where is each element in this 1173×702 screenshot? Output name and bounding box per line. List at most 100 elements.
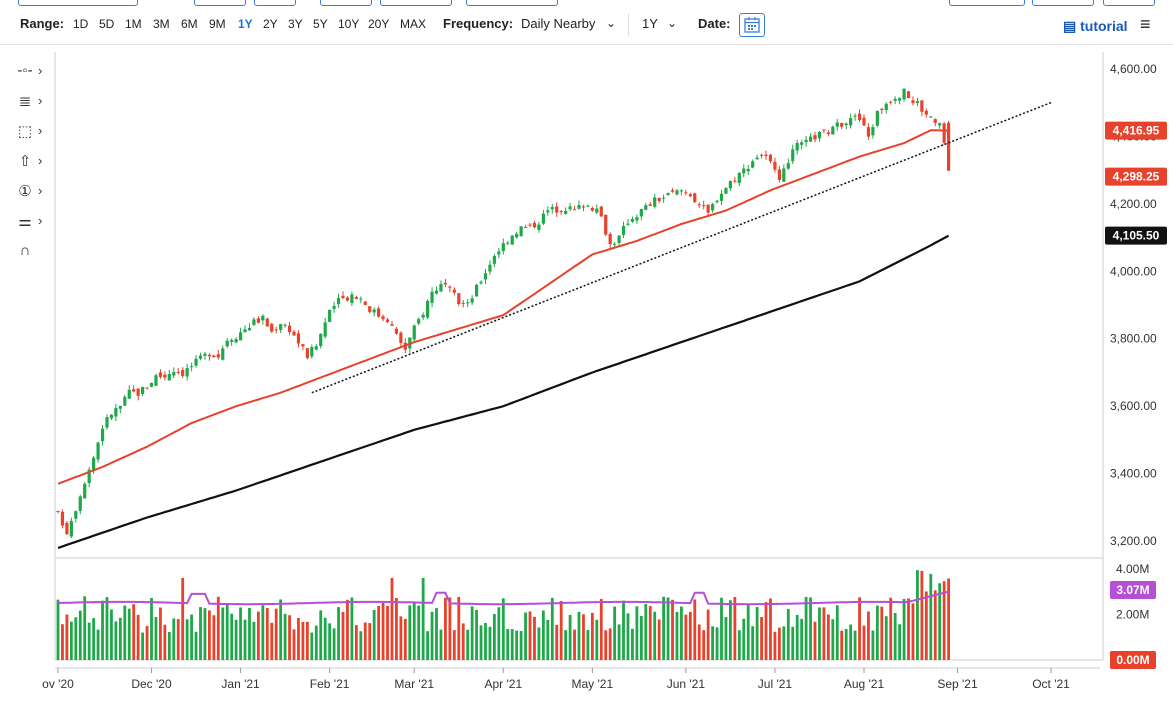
range-label: Range: <box>20 16 65 31</box>
top-button[interactable] <box>194 0 246 6</box>
candle-body <box>568 206 572 210</box>
top-button[interactable] <box>466 0 558 6</box>
candle-body <box>261 315 265 321</box>
tool-arrow[interactable]: ⇧ › <box>12 152 52 176</box>
tool-number[interactable]: ① › <box>12 182 52 206</box>
volume-bar <box>390 577 394 660</box>
chevron-down-icon[interactable]: ⌄ <box>606 16 617 30</box>
sma50-price-tag-bg <box>1105 121 1167 140</box>
volume-bar <box>430 611 434 660</box>
top-button[interactable] <box>1032 0 1094 6</box>
range-3m[interactable]: 3M <box>153 17 170 31</box>
x-tick-label: ov '20 <box>42 677 74 691</box>
volume-bar <box>555 624 559 660</box>
volume-bar <box>163 624 167 660</box>
candle-body <box>559 211 563 213</box>
range-5y[interactable]: 5Y <box>313 17 328 31</box>
candle-body <box>136 388 140 396</box>
range-1d[interactable]: 1D <box>73 17 89 31</box>
range-1y[interactable]: 1Y <box>238 17 253 31</box>
volume-bar <box>61 624 64 660</box>
volume-bar <box>898 624 902 660</box>
range-1m[interactable]: 1M <box>125 17 142 31</box>
magnet-icon: ∩ <box>19 242 31 259</box>
top-button[interactable] <box>949 0 1025 6</box>
range-10y[interactable]: 10Y <box>338 17 360 31</box>
frequency-label: Frequency: <box>443 16 514 31</box>
candle-body <box>452 289 456 293</box>
volume-bar <box>760 617 763 660</box>
volume-bar <box>875 605 879 660</box>
chevron-down-icon[interactable]: ⌄ <box>667 16 678 30</box>
range-20y[interactable]: 20Y <box>368 17 390 31</box>
candle-body <box>786 163 790 169</box>
volume-bar <box>136 614 140 660</box>
volume-bar <box>488 626 492 660</box>
candle-body <box>443 282 448 285</box>
volume-bar <box>907 598 910 660</box>
period-select[interactable]: 1Y <box>642 16 658 31</box>
frequency-select[interactable]: Daily Nearby <box>521 16 596 31</box>
range-2y[interactable]: 2Y <box>263 17 278 31</box>
volume-bar <box>145 626 149 660</box>
range-3y[interactable]: 3Y <box>288 17 303 31</box>
range-max[interactable]: MAX <box>400 17 427 31</box>
volume-tick-label: 2.00M <box>1116 607 1149 621</box>
range-5d[interactable]: 5D <box>99 17 115 31</box>
tool-rectangle[interactable]: ⬚ › <box>12 122 52 146</box>
volume-bar <box>132 604 136 660</box>
tool-text[interactable]: ≣ › <box>12 92 52 116</box>
top-button[interactable] <box>320 0 372 6</box>
volume-bar <box>550 597 554 660</box>
volume-bar <box>720 597 723 660</box>
volume-bar <box>867 611 870 660</box>
tool-magnet[interactable]: ∩ <box>12 242 52 266</box>
volume-bar <box>426 631 429 660</box>
candle-body <box>871 127 875 136</box>
volume-bar <box>724 617 728 660</box>
candle-body <box>688 194 692 197</box>
volume-bar <box>800 618 804 660</box>
range-9m[interactable]: 9M <box>209 17 226 31</box>
volume-bar <box>884 616 888 660</box>
volume-bar <box>702 630 706 660</box>
sma200-line <box>57 234 950 549</box>
tool-sliders[interactable]: ⚌ › <box>12 212 52 236</box>
candle-body <box>377 308 381 317</box>
candle-body <box>292 331 296 336</box>
range-6m[interactable]: 6M <box>181 17 198 31</box>
top-button[interactable] <box>254 0 296 6</box>
candle-body <box>550 207 554 210</box>
tutorial-link[interactable]: ▤ tutorial <box>1063 18 1128 35</box>
volume-bar <box>938 583 942 660</box>
candle-body <box>78 496 82 511</box>
calendar-button[interactable] <box>739 13 765 37</box>
sma50-price-tag: 4,416.95 <box>1113 124 1160 138</box>
volume-bar <box>323 617 327 660</box>
volume-bar <box>243 619 247 660</box>
tool-crosshair[interactable]: -◦- › <box>12 62 52 86</box>
volume-bar <box>902 599 906 660</box>
top-button[interactable] <box>380 0 452 6</box>
volume-bar <box>822 607 826 660</box>
candle-body <box>390 324 394 326</box>
volume-bar <box>688 611 692 660</box>
top-button[interactable] <box>18 0 138 6</box>
hamburger-menu-icon[interactable]: ≡ <box>1140 14 1151 34</box>
volume-bar <box>274 608 278 660</box>
top-button[interactable] <box>1103 0 1155 6</box>
candle-body <box>430 291 434 303</box>
candle-body <box>350 294 354 303</box>
volume-bar <box>65 614 69 660</box>
candle-body <box>328 309 332 322</box>
volume-bar <box>105 597 109 660</box>
volume-bar <box>261 605 265 660</box>
candle-body <box>898 98 902 101</box>
volume-bar <box>127 608 131 660</box>
volume-bar <box>372 609 376 660</box>
candle-body <box>791 149 795 162</box>
candle-body <box>243 329 247 333</box>
candle-body <box>817 131 822 139</box>
candle-body <box>702 205 706 207</box>
